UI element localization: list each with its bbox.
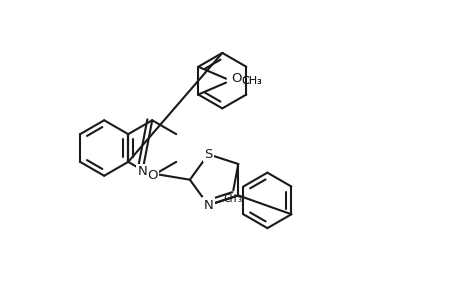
Text: S: S (204, 148, 212, 161)
Text: O: O (147, 169, 157, 182)
Text: CH₃: CH₃ (241, 76, 261, 85)
Text: N: N (137, 165, 147, 178)
Text: CH₃: CH₃ (223, 194, 243, 204)
Text: CH₃: CH₃ (241, 76, 261, 85)
Text: O: O (230, 72, 241, 85)
Text: O: O (230, 76, 241, 89)
Text: N: N (203, 199, 213, 212)
